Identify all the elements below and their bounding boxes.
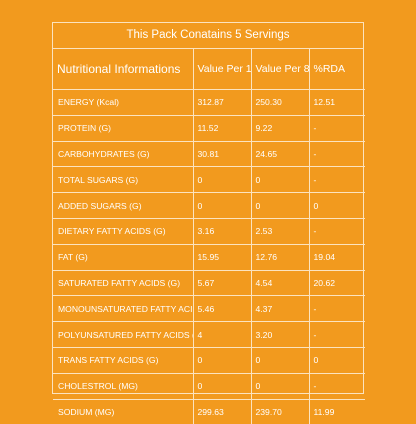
table-row: ENERGY (Kcal) 312.87 250.30 12.51 bbox=[53, 89, 365, 116]
value-per-100g: 299.63 bbox=[192, 398, 252, 424]
table-row: TRANS FATTY ACIDS (G) 0 0 0 bbox=[53, 346, 365, 374]
table-row: POLYUNSATURED FATTY ACIDS (G) 4 3.20- bbox=[53, 321, 365, 348]
servings-title: This Pack Conatains 5 Servings bbox=[53, 23, 363, 49]
value-per-100g: 15.95 bbox=[192, 243, 252, 271]
rda-value: - bbox=[308, 114, 365, 142]
rda-value: - bbox=[308, 166, 365, 194]
value-per-100g: 0 bbox=[192, 166, 252, 194]
value-per-100g: 312.87 bbox=[192, 89, 252, 116]
value-per-80g-header: Value Per 80G bbox=[250, 49, 310, 90]
table-row: MONOUNSATURATED FATTY ACIDS (G)5.464.37- bbox=[53, 295, 365, 323]
nutrient-label: PROTEIN (G) bbox=[53, 114, 194, 142]
value-per-100g: 0 bbox=[192, 192, 252, 219]
table-row: TOTAL SUGARS (G) 0 0- bbox=[53, 166, 365, 194]
rda-value: - bbox=[308, 295, 365, 323]
nutrient-label: TOTAL SUGARS (G) bbox=[53, 166, 194, 194]
table-row: ADDED SUGARS (G) 0 0 0 bbox=[53, 192, 365, 219]
nutrient-label: TRANS FATTY ACIDS (G) bbox=[53, 346, 194, 374]
rda-value: 19.04 bbox=[308, 243, 365, 271]
header-row: Nutritional Informations Value Per 100G … bbox=[53, 49, 365, 90]
value-per-80g: 0 bbox=[250, 166, 310, 194]
rda-value: 12.51 bbox=[308, 89, 365, 116]
nutrient-label: SATURATED FATTY ACIDS (G) bbox=[53, 269, 194, 297]
value-per-80g: 0 bbox=[250, 346, 310, 374]
nutrient-label: CHOLESTROL (MG) bbox=[53, 372, 194, 400]
table-row: FAT (G) 15.95 12.76 19.04 bbox=[53, 243, 365, 271]
value-per-100g: 30.81 bbox=[192, 140, 252, 168]
rda-value: 20.62 bbox=[308, 269, 365, 297]
value-per-80g: 12.76 bbox=[250, 243, 310, 271]
value-per-100g: 5.46 bbox=[192, 295, 252, 323]
rda-value: - bbox=[308, 372, 365, 400]
value-per-80g: 3.20 bbox=[250, 321, 310, 348]
value-per-80g: 0 bbox=[250, 372, 310, 400]
nutrient-label: ADDED SUGARS (G) bbox=[53, 192, 194, 219]
value-per-100g: 4 bbox=[192, 321, 252, 348]
value-per-80g: 4.54 bbox=[250, 269, 310, 297]
rda-value: - bbox=[308, 321, 365, 348]
nutrient-label: CARBOHYDRATES (G) bbox=[53, 140, 194, 168]
value-per-80g: 0 bbox=[250, 192, 310, 219]
table-row: DIETARY FATTY ACIDS (G) 3.16 2.53- bbox=[53, 217, 365, 245]
rda-value: 11.99 bbox=[308, 398, 365, 424]
table-row: CARBOHYDRATES (G) 30.81 24.65- bbox=[53, 140, 365, 168]
rda-value: 0 bbox=[308, 346, 365, 374]
nutrition-panel: This Pack Conatains 5 Servings Nutrition… bbox=[52, 22, 365, 424]
table-row: SODIUM (MG) 299.63 239.70 11.99 bbox=[53, 398, 365, 424]
value-per-100g: 3.16 bbox=[192, 217, 252, 245]
rda-value: 0 bbox=[308, 192, 365, 219]
nutrition-table: Nutritional Informations Value Per 100G … bbox=[53, 49, 365, 424]
rda-value: - bbox=[308, 217, 365, 245]
value-per-80g: 239.70 bbox=[250, 398, 310, 424]
nutrient-label: FAT (G) bbox=[53, 243, 194, 271]
value-per-80g: 24.65 bbox=[250, 140, 310, 168]
nutrient-label: DIETARY FATTY ACIDS (G) bbox=[53, 217, 194, 245]
nutrient-label: ENERGY (Kcal) bbox=[53, 89, 194, 116]
table-row: CHOLESTROL (MG) 0 0- bbox=[53, 372, 365, 400]
nutrient-label: POLYUNSATURED FATTY ACIDS (G) bbox=[53, 321, 194, 348]
value-per-100g: 5.67 bbox=[192, 269, 252, 297]
nutrient-label: SODIUM (MG) bbox=[53, 398, 194, 424]
nutrition-header-label: Nutritional Informations bbox=[53, 49, 194, 90]
value-per-80g: 4.37 bbox=[250, 295, 310, 323]
table-row: SATURATED FATTY ACIDS (G) 5.67 4.54 20.62 bbox=[53, 269, 365, 297]
value-per-100g: 0 bbox=[192, 372, 252, 400]
value-per-100g-header: Value Per 100G Approx bbox=[192, 49, 252, 90]
value-per-100g: 11.52 bbox=[192, 114, 252, 142]
nutrient-label: MONOUNSATURATED FATTY ACIDS (G) bbox=[53, 295, 194, 323]
table-row: PROTEIN (G) 11.52 9.22- bbox=[53, 114, 365, 142]
value-per-80g: 250.30 bbox=[250, 89, 310, 116]
rda-value: - bbox=[308, 140, 365, 168]
rda-header: %RDA bbox=[308, 49, 365, 90]
value-per-80g: 2.53 bbox=[250, 217, 310, 245]
value-per-80g: 9.22 bbox=[250, 114, 310, 142]
value-per-100g: 0 bbox=[192, 346, 252, 374]
